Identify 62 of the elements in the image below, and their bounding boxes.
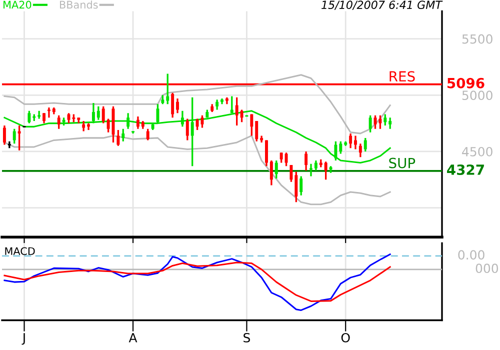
candlestick	[57, 114, 60, 130]
chart-title: MACD	[5, 247, 35, 256]
text: 4327	[447, 164, 484, 175]
y-tick-label: 5500	[462, 34, 492, 44]
candlestick	[255, 120, 258, 142]
candlestick	[324, 160, 328, 180]
candlestick	[82, 120, 86, 132]
ref-line-label: RES	[390, 71, 415, 82]
candlestick	[102, 106, 105, 124]
x-tick-label: O	[341, 332, 350, 342]
candlestick	[42, 112, 46, 124]
candlestick	[280, 152, 283, 164]
candlestick	[284, 152, 288, 167]
candlestick	[28, 110, 31, 124]
candlestick	[250, 113, 254, 137]
candlestick	[368, 114, 372, 134]
ref-line-label: SUP	[389, 158, 416, 168]
candlestick	[349, 132, 352, 149]
candlestick	[294, 170, 298, 203]
candlestick	[2, 124, 6, 146]
candlestick	[300, 175, 303, 196]
candlestick	[290, 164, 293, 183]
candlestick	[171, 92, 174, 119]
candlestick	[18, 124, 21, 152]
candlestick	[12, 128, 16, 144]
candlestick	[354, 134, 357, 150]
candlestick	[314, 160, 318, 172]
line-series	[4, 74, 391, 134]
candlestick	[161, 94, 164, 105]
y-tick-label: 4500	[462, 146, 492, 156]
candlestick	[116, 129, 120, 147]
candlestick	[146, 128, 150, 142]
candlestick	[270, 160, 273, 186]
candlestick	[358, 142, 362, 158]
candlestick	[176, 98, 179, 114]
candlestick	[378, 114, 382, 130]
candlestick	[166, 72, 170, 105]
candlestick	[240, 108, 244, 124]
candlestick	[136, 116, 140, 130]
candlestick	[216, 98, 219, 111]
candlestick	[122, 128, 125, 142]
candlestick	[274, 160, 278, 180]
candlestick	[339, 140, 342, 155]
y-tick-label: 5000	[462, 90, 492, 100]
text: 0.00	[458, 250, 484, 260]
candlestick	[304, 150, 308, 172]
legend-label: BBands	[60, 0, 98, 9]
text: 000	[476, 264, 498, 274]
legend-label: MA20	[4, 0, 32, 9]
x-tick-label: A	[128, 333, 138, 342]
text: 5096	[447, 78, 484, 88]
x-tick-label: S	[244, 332, 250, 342]
candlestick	[364, 137, 367, 152]
candlestick	[388, 116, 392, 130]
candlestick	[235, 96, 238, 126]
candlestick	[186, 118, 189, 142]
candlestick	[106, 118, 110, 134]
text: 15/10/2007 6:41 GMT	[322, 0, 443, 10]
x-tick-label: J	[22, 333, 25, 345]
candlestick	[384, 113, 387, 126]
candlestick	[265, 139, 268, 167]
candlestick	[47, 106, 50, 119]
